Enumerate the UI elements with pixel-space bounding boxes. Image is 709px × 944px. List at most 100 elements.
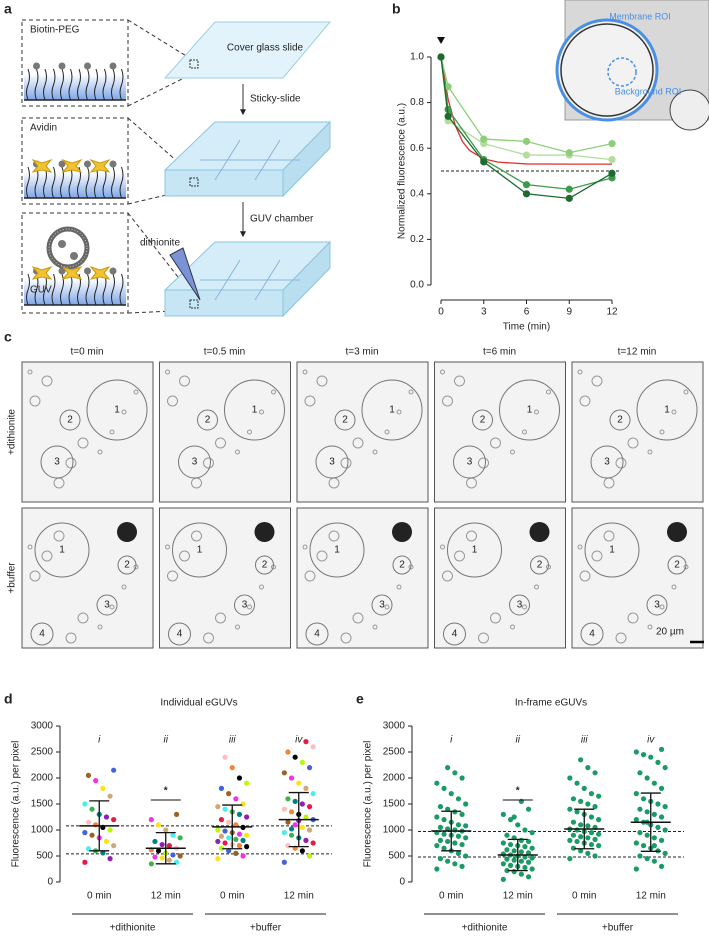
data-point <box>522 827 528 833</box>
group-label: +buffer <box>250 923 282 934</box>
peg-chain <box>94 166 98 199</box>
vesicle <box>165 544 170 550</box>
data-point <box>303 814 309 820</box>
data-point <box>170 852 176 858</box>
data-point <box>215 838 221 845</box>
vesicle <box>522 429 527 435</box>
vesicle <box>316 550 328 562</box>
vesicle <box>534 584 539 590</box>
peg-chain <box>60 68 64 101</box>
guv <box>609 409 631 431</box>
y-tick-label: 2500 <box>383 747 406 758</box>
data-point <box>89 806 95 812</box>
data-point <box>103 814 110 820</box>
data-point <box>445 858 451 864</box>
guv <box>590 445 624 479</box>
data-point <box>522 190 531 198</box>
data-point <box>592 853 598 859</box>
peg-chain <box>119 166 124 199</box>
vesicle <box>478 457 489 469</box>
panel-letter: b <box>392 1 401 17</box>
micrograph <box>434 361 566 503</box>
vesicle <box>121 584 127 590</box>
data-point <box>82 859 88 865</box>
y-axis-label: Fluorescence (a.u.) per pixel <box>363 741 374 868</box>
guv <box>40 445 74 479</box>
peg-chain <box>94 273 98 306</box>
y-tick-label: 1000 <box>31 825 54 836</box>
x-tick-label: 12 <box>606 307 618 318</box>
vesicle <box>215 612 226 624</box>
peg-chain <box>94 68 98 101</box>
data-point <box>529 866 535 872</box>
guv-label: 2 <box>342 415 348 426</box>
guv-label: 1 <box>472 545 478 556</box>
chart-title: In-frame eGUVs <box>515 698 587 709</box>
guv-label: 3 <box>192 457 198 468</box>
data-point <box>578 798 584 805</box>
vesicle <box>579 570 591 582</box>
data-point <box>574 809 580 815</box>
guv-label: 4 <box>177 629 183 640</box>
data-point <box>651 858 657 864</box>
micrograph <box>159 361 291 503</box>
peg-chain <box>43 166 47 199</box>
data-point <box>608 169 616 177</box>
data-point <box>236 843 243 849</box>
data-point <box>452 840 458 846</box>
data-point <box>651 780 657 786</box>
data-point <box>574 827 580 833</box>
data-point <box>445 838 451 845</box>
guv-label: 1 <box>609 545 615 556</box>
data-point <box>522 151 531 159</box>
data-point <box>152 838 158 845</box>
vesicle <box>490 612 501 624</box>
vesicle <box>671 584 677 590</box>
peg-chain <box>26 68 30 101</box>
biotin <box>109 62 117 70</box>
data-point <box>285 749 291 755</box>
vesicle <box>384 429 390 435</box>
roman-label: iii <box>581 735 588 746</box>
data-point <box>244 780 250 786</box>
data-point <box>452 770 458 776</box>
vesicle <box>247 429 252 435</box>
guv <box>453 445 486 479</box>
data-point <box>651 843 657 849</box>
vesicle <box>65 457 77 469</box>
data-point <box>85 846 92 852</box>
data-point <box>507 817 514 823</box>
guv <box>96 594 118 616</box>
vesicle <box>522 604 527 610</box>
data-point <box>511 848 517 854</box>
data-point <box>303 739 309 745</box>
data-point <box>658 863 665 870</box>
data-point <box>522 854 528 860</box>
guv <box>646 594 668 616</box>
data-point <box>445 826 451 832</box>
condition-label: +dithionite <box>7 409 18 455</box>
data-point <box>640 843 647 849</box>
vesicle <box>29 570 41 582</box>
data-point <box>567 806 573 812</box>
data-point <box>567 775 573 781</box>
data-point <box>152 854 158 860</box>
peg-band <box>24 279 126 305</box>
data-point <box>222 806 228 812</box>
data-point <box>504 847 510 853</box>
data-point <box>570 845 577 851</box>
vesicle <box>191 530 202 542</box>
data-point <box>107 827 113 833</box>
vesicle <box>671 409 677 415</box>
data-point <box>281 806 287 812</box>
data-point <box>592 804 598 810</box>
guv-label: 3 <box>467 457 473 468</box>
data-point <box>441 845 447 851</box>
data-point <box>658 785 665 792</box>
data-point <box>480 135 488 143</box>
data-point <box>596 817 602 823</box>
data-point <box>662 850 668 857</box>
data-point <box>306 827 313 833</box>
data-point <box>240 801 246 807</box>
data-point <box>299 848 305 854</box>
